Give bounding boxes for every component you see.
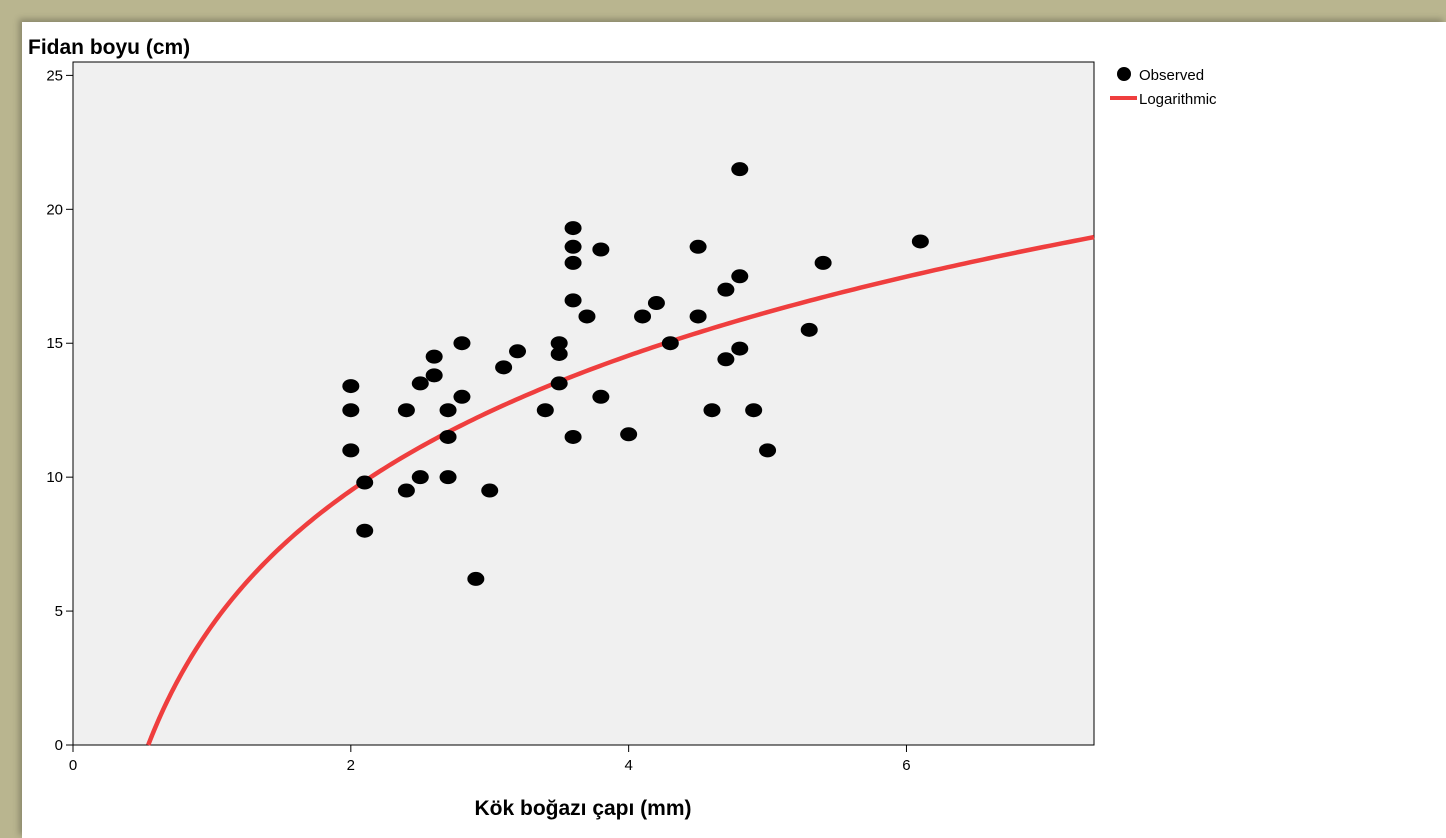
- plot-area: [72, 61, 1095, 746]
- legend-marker-observed: [1117, 67, 1131, 81]
- x-axis: 0 2 4 6: [69, 745, 911, 774]
- observed-point: [425, 349, 443, 364]
- observed-point: [592, 389, 610, 404]
- observed-point: [356, 523, 374, 538]
- x-tick-label: 0: [69, 757, 77, 774]
- observed-point: [745, 403, 763, 418]
- observed-point: [731, 341, 749, 356]
- observed-point: [689, 309, 707, 324]
- observed-point: [397, 403, 415, 418]
- observed-point: [578, 309, 596, 324]
- observed-point: [564, 293, 582, 308]
- y-tick-label: 5: [55, 603, 63, 620]
- y-tick-label: 10: [46, 469, 63, 486]
- observed-point: [453, 336, 471, 351]
- observed-point: [564, 221, 582, 236]
- x-tick-label: 2: [347, 757, 355, 774]
- legend: Observed Logarithmic: [1110, 67, 1217, 108]
- observed-point: [481, 483, 499, 498]
- observed-point: [550, 346, 568, 361]
- observed-point: [550, 336, 568, 351]
- x-tick-label: 6: [902, 757, 910, 774]
- observed-point: [342, 443, 360, 458]
- observed-point: [342, 403, 360, 418]
- observed-point: [453, 389, 471, 404]
- logarithmic-fit-line: [146, 234, 1095, 747]
- observed-point: [634, 309, 652, 324]
- x-axis-title: Kök boğazı çapı (mm): [474, 797, 691, 820]
- observed-point: [731, 269, 749, 284]
- observed-point: [647, 296, 665, 311]
- observed-point: [814, 255, 832, 270]
- observed-point: [731, 162, 749, 177]
- observed-points-layer: [342, 162, 929, 586]
- observed-point: [467, 571, 485, 586]
- observed-point: [717, 282, 735, 297]
- observed-point: [911, 234, 929, 249]
- observed-point: [564, 255, 582, 270]
- observed-point: [661, 336, 679, 351]
- observed-point: [620, 427, 638, 442]
- y-axis: 0 5 10 15 20 25: [46, 67, 73, 754]
- y-axis-title: Fidan boyu (cm): [28, 36, 190, 59]
- observed-point: [689, 239, 707, 254]
- observed-point: [759, 443, 777, 458]
- observed-point: [550, 376, 568, 391]
- observed-point: [592, 242, 610, 257]
- observed-point: [356, 475, 374, 490]
- y-tick-label: 20: [46, 201, 63, 218]
- observed-point: [536, 403, 554, 418]
- observed-point: [411, 470, 429, 485]
- legend-label-logarithmic: Logarithmic: [1139, 91, 1217, 108]
- y-tick-label: 15: [46, 335, 63, 352]
- observed-point: [703, 403, 721, 418]
- observed-point: [564, 429, 582, 444]
- observed-point: [800, 322, 818, 337]
- y-tick-label: 25: [46, 67, 63, 84]
- observed-point: [397, 483, 415, 498]
- y-tick-label: 0: [55, 737, 63, 754]
- x-tick-label: 4: [624, 757, 632, 774]
- observed-point: [495, 360, 513, 375]
- observed-point: [411, 376, 429, 391]
- observed-point: [717, 352, 735, 367]
- scatter-chart: 0 5 10 15 20 25 0 2 4 6 Fidan boyu (cm) Kök boğa…: [28, 36, 1217, 820]
- observed-point: [342, 379, 360, 394]
- chart-frame: 0 5 10 15 20 25 0 2 4 6 Fidan boyu (cm) Kök boğa…: [22, 22, 1446, 838]
- fit-curve-layer: [146, 234, 1095, 747]
- observed-point: [425, 368, 443, 383]
- observed-point: [439, 429, 457, 444]
- legend-label-observed: Observed: [1139, 67, 1204, 84]
- observed-point: [564, 239, 582, 254]
- observed-point: [509, 344, 527, 359]
- observed-point: [439, 470, 457, 485]
- observed-point: [439, 403, 457, 418]
